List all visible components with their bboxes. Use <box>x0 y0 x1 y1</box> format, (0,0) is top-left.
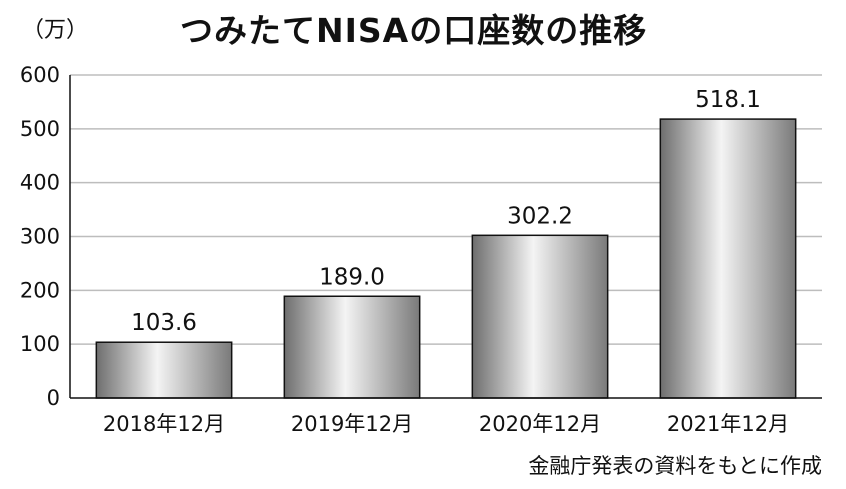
chart-title: つみたてNISAの口座数の推移 <box>180 11 648 50</box>
y-tick-label: 200 <box>20 278 60 302</box>
bars: 103.6 189.0 302.2 518.1 <box>95 87 797 399</box>
x-tick-label: 2019年12月 <box>291 412 413 436</box>
y-tick-label: 600 <box>20 63 60 87</box>
y-tick-label: 400 <box>20 171 60 195</box>
x-axis: 2018年12月 2019年12月 2020年12月 2021年12月 <box>70 397 822 436</box>
y-axis: 0 100 200 300 400 500 600 <box>20 63 71 410</box>
y-tick-label: 100 <box>20 332 60 356</box>
bar <box>95 341 233 399</box>
bar <box>471 234 609 399</box>
x-tick-label: 2021年12月 <box>667 412 789 436</box>
data-label: 302.2 <box>507 203 573 229</box>
x-tick-label: 2020年12月 <box>479 412 601 436</box>
x-tick-label: 2018年12月 <box>103 412 225 436</box>
data-label: 189.0 <box>319 264 385 290</box>
bar <box>283 295 421 399</box>
y-tick-label: 300 <box>20 225 60 249</box>
y-tick-label: 500 <box>20 117 60 141</box>
unit-label: （万） <box>22 18 89 43</box>
data-label: 518.1 <box>695 87 761 113</box>
y-tick-label: 0 <box>47 386 60 410</box>
bar <box>659 118 797 399</box>
data-label: 103.6 <box>131 310 197 336</box>
source-note: 金融庁発表の資料をもとに作成 <box>528 454 822 478</box>
